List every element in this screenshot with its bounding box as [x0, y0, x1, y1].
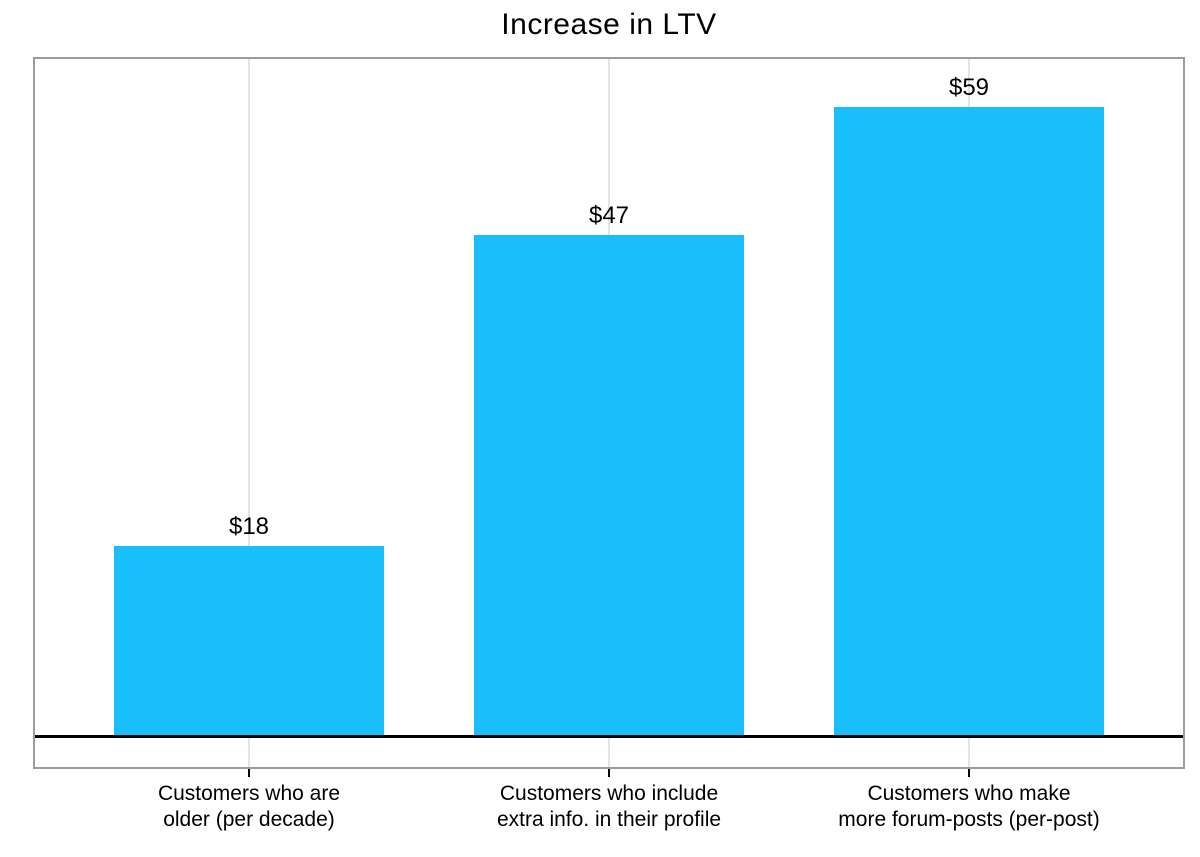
x-axis-category-label: Customers who are older (per decade): [157, 782, 341, 831]
x-axis-zero-line: [35, 735, 1183, 738]
bar-value-label: $18: [228, 513, 270, 540]
bar: [474, 235, 744, 738]
bar: [114, 546, 384, 738]
bar-value-label: $47: [588, 202, 630, 229]
x-axis-tick: [608, 769, 610, 777]
bar: [834, 107, 1104, 738]
bar-value-label: $59: [948, 74, 990, 101]
x-axis-tick: [968, 769, 970, 777]
chart-title: Increase in LTV: [501, 8, 717, 41]
plot-area: $18 $47 $59: [33, 57, 1185, 769]
x-axis-category-label: Customers who make more forum-posts (per…: [838, 782, 1100, 831]
x-axis-tick: [248, 769, 250, 777]
x-axis-category-label: Customers who include extra info. in the…: [496, 782, 722, 831]
category-gridline: [248, 59, 250, 767]
